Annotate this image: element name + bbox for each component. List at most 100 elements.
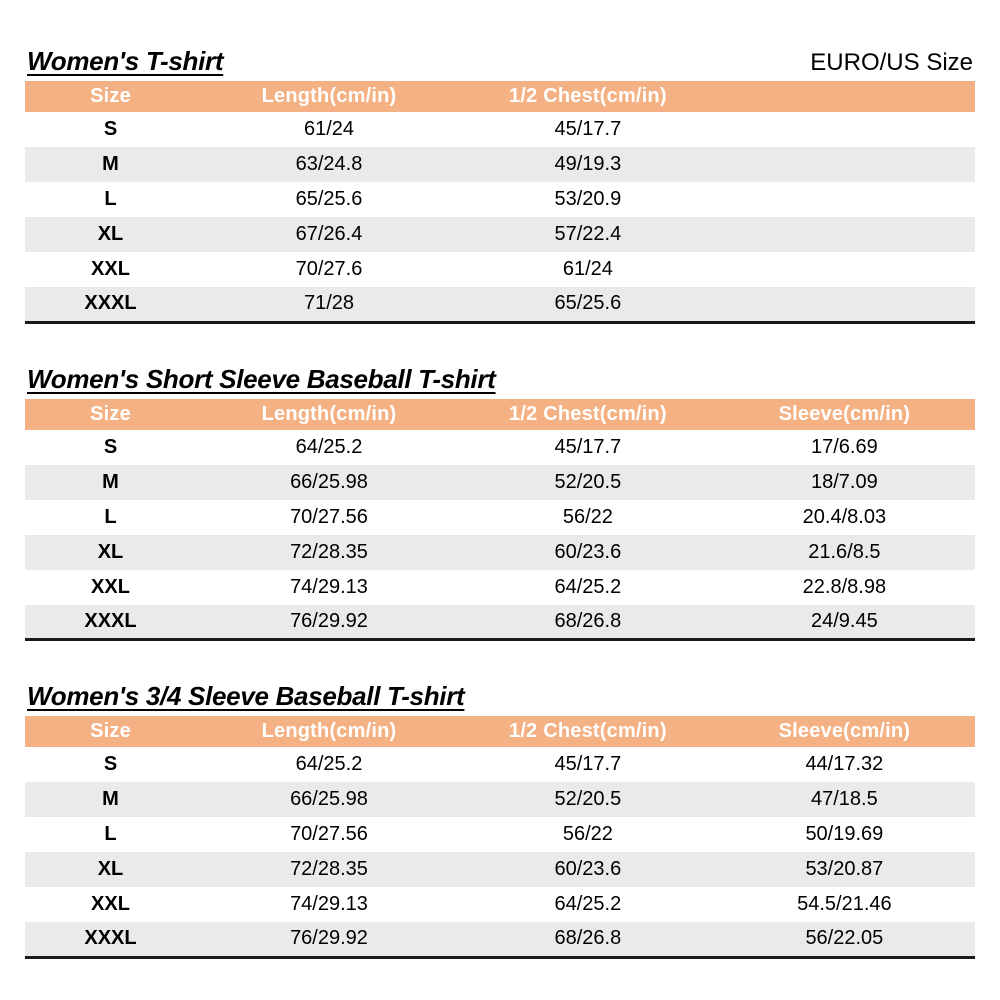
size-cell: XXXL [25,922,196,957]
value-cell: 63/24.8 [196,147,462,182]
table-header: Size Length(cm/in) 1/2 Chest(cm/in) Sleeve(… [25,716,975,747]
size-cell: XXL [25,252,196,287]
value-cell: 70/27.56 [196,817,462,852]
size-cell: L [25,817,196,852]
value-cell: 74/29.13 [196,887,462,922]
value-cell: 53/20.87 [713,852,975,887]
table-row: S 64/25.2 45/17.7 17/6.69 [25,429,975,465]
header-row: Size Length(cm/in) 1/2 Chest(cm/in) [25,81,975,112]
value-cell: 54.5/21.46 [713,887,975,922]
value-cell: 56/22.05 [713,922,975,957]
table-title: Women's Short Sleeve Baseball T-shirt [27,363,496,394]
section-womens-short-sleeve-baseball-tshirt: Women's Short Sleeve Baseball T-shirt Si… [25,363,975,641]
value-cell: 22.8/8.98 [713,569,975,605]
size-table: Size Length(cm/in) 1/2 Chest(cm/in) Sleeve(… [25,716,975,959]
table-title: Women's 3/4 Sleeve Baseball T-shirt [27,681,465,711]
size-standard-label: EURO/US Size [810,49,973,76]
title-row: Women's T-shirt EURO/US Size [27,46,975,76]
table-body: S 61/24 45/17.7 M 63/24.8 49/19.3 L 65/25.6 53/2… [25,112,975,322]
size-cell: S [25,747,196,782]
table-row: XXXL 76/29.92 68/26.8 24/9.45 [25,604,975,640]
value-cell [713,252,975,287]
value-cell: 70/27.6 [196,252,462,287]
size-cell: XL [25,534,196,570]
column-header: Sleeve(cm/in) [713,716,975,747]
value-cell: 60/23.6 [462,534,714,570]
value-cell: 61/24 [196,112,462,147]
table-row: XXL 70/27.6 61/24 [25,252,975,287]
value-cell: 65/25.6 [196,182,462,217]
value-cell: 57/22.4 [462,217,714,252]
column-header: Length(cm/in) [196,398,462,430]
table-row: XL 72/28.35 60/23.6 21.6/8.5 [25,534,975,570]
value-cell: 21.6/8.5 [713,534,975,570]
value-cell: 65/25.6 [462,287,714,322]
size-cell: XXL [25,569,196,605]
table-row: S 61/24 45/17.7 [25,112,975,147]
size-table: Size Length(cm/in) 1/2 Chest(cm/in) S 61/24… [25,81,975,324]
column-header [713,81,975,112]
table-row: XXL 74/29.13 64/25.2 54.5/21.46 [25,887,975,922]
value-cell: 45/17.7 [462,429,714,465]
column-header: Length(cm/in) [196,81,462,112]
value-cell: 60/23.6 [462,852,714,887]
value-cell: 72/28.35 [196,534,462,570]
size-cell: L [25,499,196,535]
table-row: L 70/27.56 56/22 20.4/8.03 [25,499,975,535]
size-cell: M [25,147,196,182]
value-cell: 47/18.5 [713,782,975,817]
value-cell [713,287,975,322]
column-header: Length(cm/in) [196,716,462,747]
table-row: L 65/25.6 53/20.9 [25,182,975,217]
value-cell: 53/20.9 [462,182,714,217]
value-cell: 74/29.13 [196,569,462,605]
table-row: M 63/24.8 49/19.3 [25,147,975,182]
value-cell: 52/20.5 [462,782,714,817]
value-cell: 45/17.7 [462,747,714,782]
value-cell: 24/9.45 [713,604,975,640]
value-cell: 64/25.2 [196,429,462,465]
table-row: XL 67/26.4 57/22.4 [25,217,975,252]
value-cell: 61/24 [462,252,714,287]
column-header: Sleeve(cm/in) [713,398,975,430]
table-row: S 64/25.2 45/17.7 44/17.32 [25,747,975,782]
title-row: Women's 3/4 Sleeve Baseball T-shirt [27,681,975,711]
column-header: 1/2 Chest(cm/in) [462,716,714,747]
size-cell: M [25,464,196,500]
size-cell: XL [25,217,196,252]
value-cell: 68/26.8 [462,604,714,640]
value-cell: 64/25.2 [196,747,462,782]
table-row: M 66/25.98 52/20.5 18/7.09 [25,464,975,500]
value-cell [713,182,975,217]
value-cell: 49/19.3 [462,147,714,182]
value-cell: 45/17.7 [462,112,714,147]
size-cell: S [25,429,196,465]
value-cell: 66/25.98 [196,782,462,817]
table-header: Size Length(cm/in) 1/2 Chest(cm/in) [25,81,975,112]
table-row: XXL 74/29.13 64/25.2 22.8/8.98 [25,569,975,605]
header-row: Size Length(cm/in) 1/2 Chest(cm/in) Sleeve(… [25,716,975,747]
value-cell: 64/25.2 [462,887,714,922]
size-cell: XXXL [25,604,196,640]
table-title: Women's T-shirt [27,46,224,76]
value-cell: 44/17.32 [713,747,975,782]
value-cell: 50/19.69 [713,817,975,852]
value-cell: 56/22 [462,499,714,535]
column-header: Size [25,81,196,112]
value-cell: 52/20.5 [462,464,714,500]
value-cell: 71/28 [196,287,462,322]
value-cell: 66/25.98 [196,464,462,500]
section-womens-three-quarter-sleeve-baseball-tshirt: Women's 3/4 Sleeve Baseball T-shirt Size… [25,681,975,959]
section-womens-tshirt: Women's T-shirt EURO/US Size Size Length(… [25,46,975,324]
column-header: 1/2 Chest(cm/in) [462,81,714,112]
value-cell: 67/26.4 [196,217,462,252]
size-cell: XL [25,852,196,887]
size-cell: XXXL [25,287,196,322]
size-cell: M [25,782,196,817]
size-table: Size Length(cm/in) 1/2 Chest(cm/in) Sleeve(… [25,398,975,641]
value-cell: 17/6.69 [713,429,975,465]
table-body: S 64/25.2 45/17.7 17/6.69 M 66/25.98 52/20.5 18… [25,429,975,640]
size-cell: XXL [25,887,196,922]
size-cell: S [25,112,196,147]
value-cell: 76/29.92 [196,604,462,640]
